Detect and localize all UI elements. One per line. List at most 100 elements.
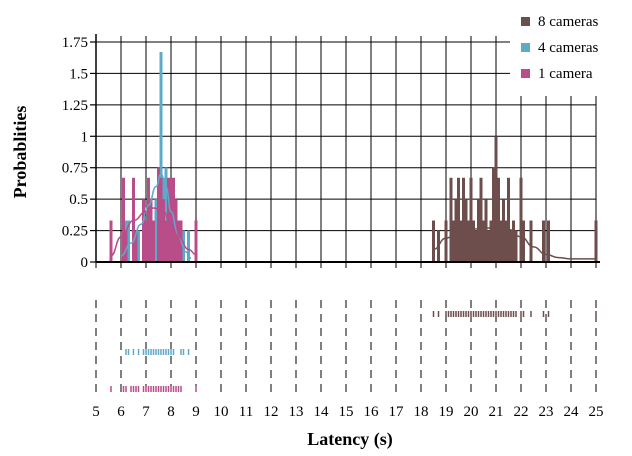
bar-8-cameras-20 [492,167,495,262]
legend-swatch-8-cameras [521,17,530,26]
kde-curve-1-camera [110,207,197,257]
rug-plots [110,311,597,392]
x-tick-label-17: 17 [389,404,405,420]
bar-8-cameras-5 [454,199,458,262]
kde-curve-4-cameras [120,173,192,259]
y-tick-label-1.5: 1.5 [69,66,88,82]
legend-label-8-cameras: 8 cameras [538,14,599,30]
bar-1-camera-11 [159,177,163,262]
bar-1-camera-6 [144,220,148,262]
bar-8-cameras-7 [459,220,463,262]
x-tick-label-7: 7 [142,404,150,420]
bar-4-cameras-11 [159,52,163,262]
bar-1-camera-7 [147,177,150,262]
legend-label-4-cameras: 4 cameras [538,40,599,56]
axes [90,34,600,263]
bar-1-camera-4 [134,230,138,262]
y-axis-title: Probablities [10,106,30,199]
density-curves [110,173,596,260]
bar-1-camera-8 [149,199,153,262]
bar-1-camera-13 [164,220,168,262]
bar-1-camera-9 [152,220,155,262]
bar-8-cameras-33 [542,220,545,262]
bar-8-cameras-29 [514,230,518,262]
bar-8-cameras-3 [449,177,453,262]
bar-1-camera-12 [162,199,165,262]
bar-1-camera-15 [169,177,173,262]
legend-swatch-4-cameras [521,43,530,52]
bar-8-cameras-16 [482,220,485,262]
y-tick-label-0.25: 0.25 [62,224,88,240]
bar-4-cameras-3 [137,230,140,262]
bar-1-camera-2 [124,230,128,262]
bar-1-camera-5 [142,199,145,262]
x-tick-label-24: 24 [564,404,580,420]
bar-8-cameras-12 [472,220,475,262]
bar-8-cameras-6 [457,177,460,262]
bar-8-cameras-0 [432,220,435,262]
bar-8-cameras-28 [512,220,515,262]
bar-8-cameras-14 [477,199,480,262]
bar-8-cameras-23 [499,220,503,262]
x-axis-title: Latency (s) [307,429,392,450]
bar-8-cameras-30 [519,177,523,262]
bar-1-camera-1 [122,177,125,262]
y-tick-label-0: 0 [81,255,89,271]
x-tick-label-19: 19 [439,404,454,420]
y-tick-label-1.25: 1.25 [62,98,88,114]
bar-4-cameras-1 [127,220,130,262]
x-tick-label-22: 22 [514,404,529,420]
bar-8-cameras-18 [487,230,490,262]
kde-curve-8-cameras [433,227,596,260]
y-tick-label-1: 1 [81,129,89,145]
bar-8-cameras-10 [467,220,470,262]
bar-8-cameras-25 [504,220,508,262]
legend-swatch-1-camera [521,69,530,78]
bar-8-cameras-31 [522,220,525,262]
bar-8-cameras-2 [444,220,448,262]
bar-8-cameras-26 [507,177,510,262]
bar-8-cameras-13 [474,230,478,262]
x-tick-label-6: 6 [117,404,125,420]
x-tick-label-5: 5 [92,404,100,420]
bar-8-cameras-8 [462,177,465,262]
x-tick-label-23: 23 [539,404,554,420]
bar-4-cameras-9 [154,199,158,262]
bar-8-cameras-4 [452,220,455,262]
bar-8-cameras-34 [547,220,550,262]
x-tick-label-16: 16 [364,404,380,420]
bar-8-cameras-24 [502,199,505,262]
bar-1-camera-10 [157,167,160,262]
x-tick-label-21: 21 [489,404,504,420]
legend-label-1-camera: 1 camera [538,66,593,82]
bar-1-camera-18 [177,220,180,262]
bar-8-cameras-32 [529,220,533,262]
bar-8-cameras-17 [484,199,488,262]
x-tick-label-20: 20 [464,404,479,420]
bar-8-cameras-21 [494,136,498,262]
x-tick-label-10: 10 [214,404,229,420]
x-tick-labels: 5 6 7 8 9 10 11 12 13 14 15 16 17 18 19 20 21 22 23 24 25 [92,404,603,420]
x-tick-label-12: 12 [264,404,279,420]
y-tick-label-0.5: 0.5 [69,192,88,208]
x-tick-label-14: 14 [314,404,330,420]
x-tick-label-11: 11 [239,404,253,420]
bar-8-cameras-19 [489,220,493,262]
y-tick-labels: 0 0.25 0.5 0.75 1 1.25 1.5 1.75 [62,35,88,271]
x-tick-label-15: 15 [339,404,354,420]
bar-4-cameras-19 [187,230,190,262]
x-tick-label-18: 18 [414,404,429,420]
bar-8-cameras-15 [479,177,483,262]
y-tick-label-0.75: 0.75 [62,161,88,177]
x-tick-label-13: 13 [289,404,304,420]
x-tick-label-25: 25 [589,404,604,420]
legend: 8 cameras 4 cameras 1 camera [510,4,624,96]
bar-1-camera-0 [109,220,113,262]
bar-1-camera-20 [194,220,198,262]
bar-8-cameras-27 [509,230,513,262]
bar-8-cameras-35 [594,220,598,262]
y-tick-label-1.75: 1.75 [62,35,88,51]
bar-8-cameras-11 [469,177,473,262]
x-tick-label-8: 8 [167,404,175,420]
